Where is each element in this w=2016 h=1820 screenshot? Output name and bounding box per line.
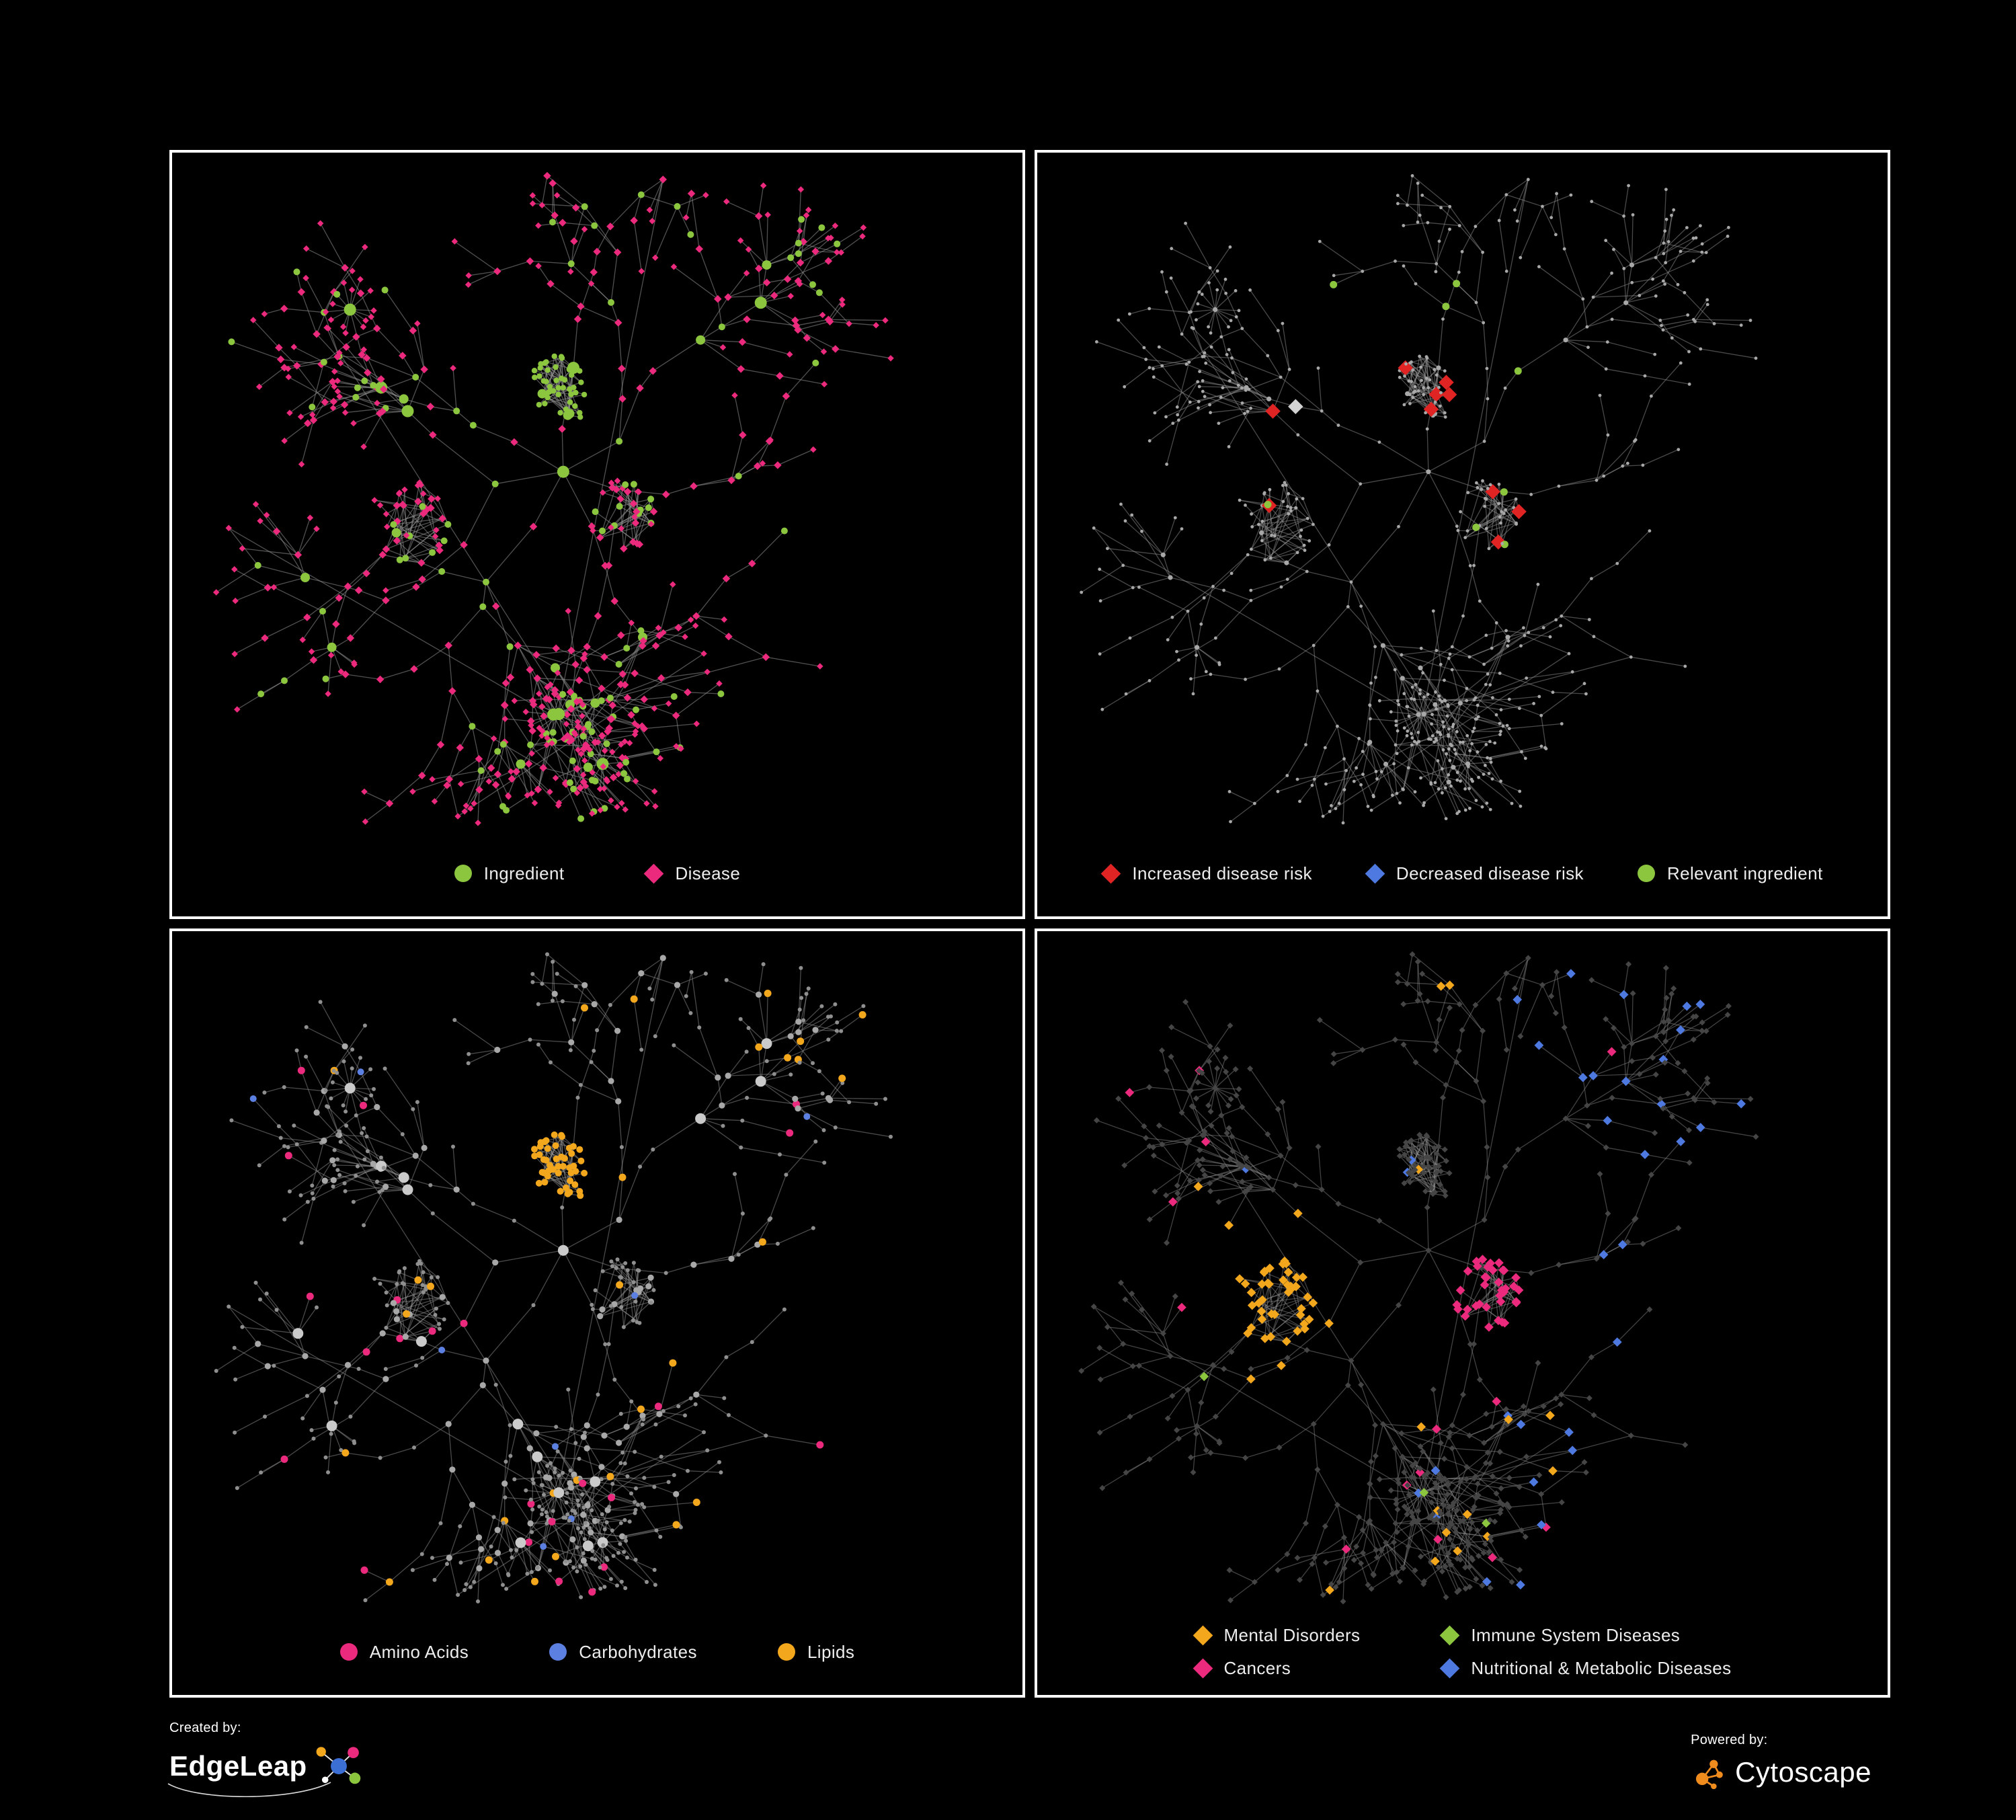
legend-label-immune-diseases: Immune System Diseases <box>1471 1625 1681 1645</box>
cytoscape-logo: Cytoscape <box>1691 1754 1871 1790</box>
legend-item-lipids: Lipids <box>777 1641 855 1663</box>
nutrient-class-network-graph <box>214 952 893 1604</box>
lipids-marker-icon <box>777 1643 795 1661</box>
powered-by-label: Powered by: <box>1691 1733 1768 1747</box>
legend-disease-classes: Mental Disorders Immune System Diseases … <box>1037 1625 1888 1695</box>
legend-label-amino-acids: Amino Acids <box>369 1641 469 1662</box>
cytoscape-logo-text: Cytoscape <box>1735 1756 1871 1788</box>
legend-item-cancers: Cancers <box>1193 1658 1361 1679</box>
nutritional-metabolic-marker-icon <box>1440 1658 1460 1679</box>
legend-item-disease: Disease <box>644 863 741 884</box>
disease-class-network-graph <box>1078 951 1759 1605</box>
legend-item-carbohydrates: Carbohydrates <box>549 1642 697 1663</box>
disease-marker-icon <box>644 863 664 883</box>
amino-acids-marker-icon <box>339 1643 358 1661</box>
legend-ingredient-disease: Ingredient Disease <box>172 846 1022 916</box>
disease-risk-network-graph <box>1080 174 1758 825</box>
immune-diseases-marker-icon <box>1440 1625 1460 1646</box>
panel-grid: Ingredient Disease Increased disease ris… <box>169 150 1890 1698</box>
mental-disorders-marker-icon <box>1193 1625 1213 1646</box>
ingredient-disease-network-graph <box>212 171 894 826</box>
carbohydrates-marker-icon <box>549 1643 567 1661</box>
edgeleap-branding: Created by: EdgeLeap <box>167 1720 368 1798</box>
legend-label-mental-disorders: Mental Disorders <box>1223 1625 1361 1645</box>
ingredient-marker-icon <box>454 865 472 882</box>
legend-item-nutritional-metabolic-diseases: Nutritional & Metabolic Diseases <box>1440 1658 1732 1679</box>
legend-item-immune-system-diseases: Immune System Diseases <box>1440 1625 1731 1646</box>
legend-label-carbohydrates: Carbohydrates <box>579 1641 697 1662</box>
edgeleap-logo-text: EdgeLeap <box>169 1750 307 1782</box>
cytoscape-branding: Powered by: Cytoscape <box>1691 1733 1871 1790</box>
relevant-ingredient-marker-icon <box>1637 865 1655 882</box>
legend-label-disease: Disease <box>675 863 741 883</box>
footer: Created by: EdgeLeap <box>167 1720 1871 1798</box>
legend-item-increased-disease-risk: Increased disease risk <box>1101 863 1312 884</box>
legend-label-relevant-ingredient: Relevant ingredient <box>1666 863 1823 883</box>
legend-grid-disease-classes: Mental Disorders Immune System Diseases … <box>1193 1625 1732 1679</box>
panel-ingredient-disease: Ingredient Disease <box>169 150 1025 919</box>
decreased-risk-marker-icon <box>1365 863 1385 883</box>
increased-risk-marker-icon <box>1101 863 1121 883</box>
legend-label-ingredient: Ingredient <box>483 863 565 883</box>
created-by-label: Created by: <box>169 1720 241 1735</box>
legend-item-decreased-disease-risk: Decreased disease risk <box>1365 863 1584 884</box>
legend-item-mental-disorders: Mental Disorders <box>1193 1625 1361 1646</box>
edgeleap-swoosh-icon <box>167 1782 331 1798</box>
edgeleap-logo-icon <box>316 1747 360 1784</box>
legend-nutrient-classes: Amino Acids Carbohydrates Lipids <box>172 1625 1022 1695</box>
legend-item-ingredient: Ingredient <box>454 863 565 884</box>
legend-item-amino-acids: Amino Acids <box>339 1641 469 1663</box>
panel-disease-classes: Mental Disorders Immune System Diseases … <box>1035 928 1890 1698</box>
legend-label-nutritional-metabolic: Nutritional & Metabolic Diseases <box>1471 1658 1732 1678</box>
panel-nutrient-classes: Amino Acids Carbohydrates Lipids <box>169 928 1025 1698</box>
panel-disease-risk: Increased disease risk Decreased disease… <box>1035 150 1890 919</box>
cancers-marker-icon <box>1193 1658 1213 1679</box>
legend-label-lipids: Lipids <box>807 1641 855 1662</box>
legend-label-increased-risk: Increased disease risk <box>1132 863 1312 883</box>
legend-label-decreased-risk: Decreased disease risk <box>1396 863 1584 883</box>
legend-item-relevant-ingredient: Relevant ingredient <box>1637 863 1823 884</box>
legend-label-cancers: Cancers <box>1223 1658 1291 1678</box>
edgeleap-logo: EdgeLeap <box>167 1742 368 1798</box>
legend-disease-risk: Increased disease risk Decreased disease… <box>1037 846 1888 916</box>
cytoscape-logo-icon <box>1696 1759 1723 1790</box>
